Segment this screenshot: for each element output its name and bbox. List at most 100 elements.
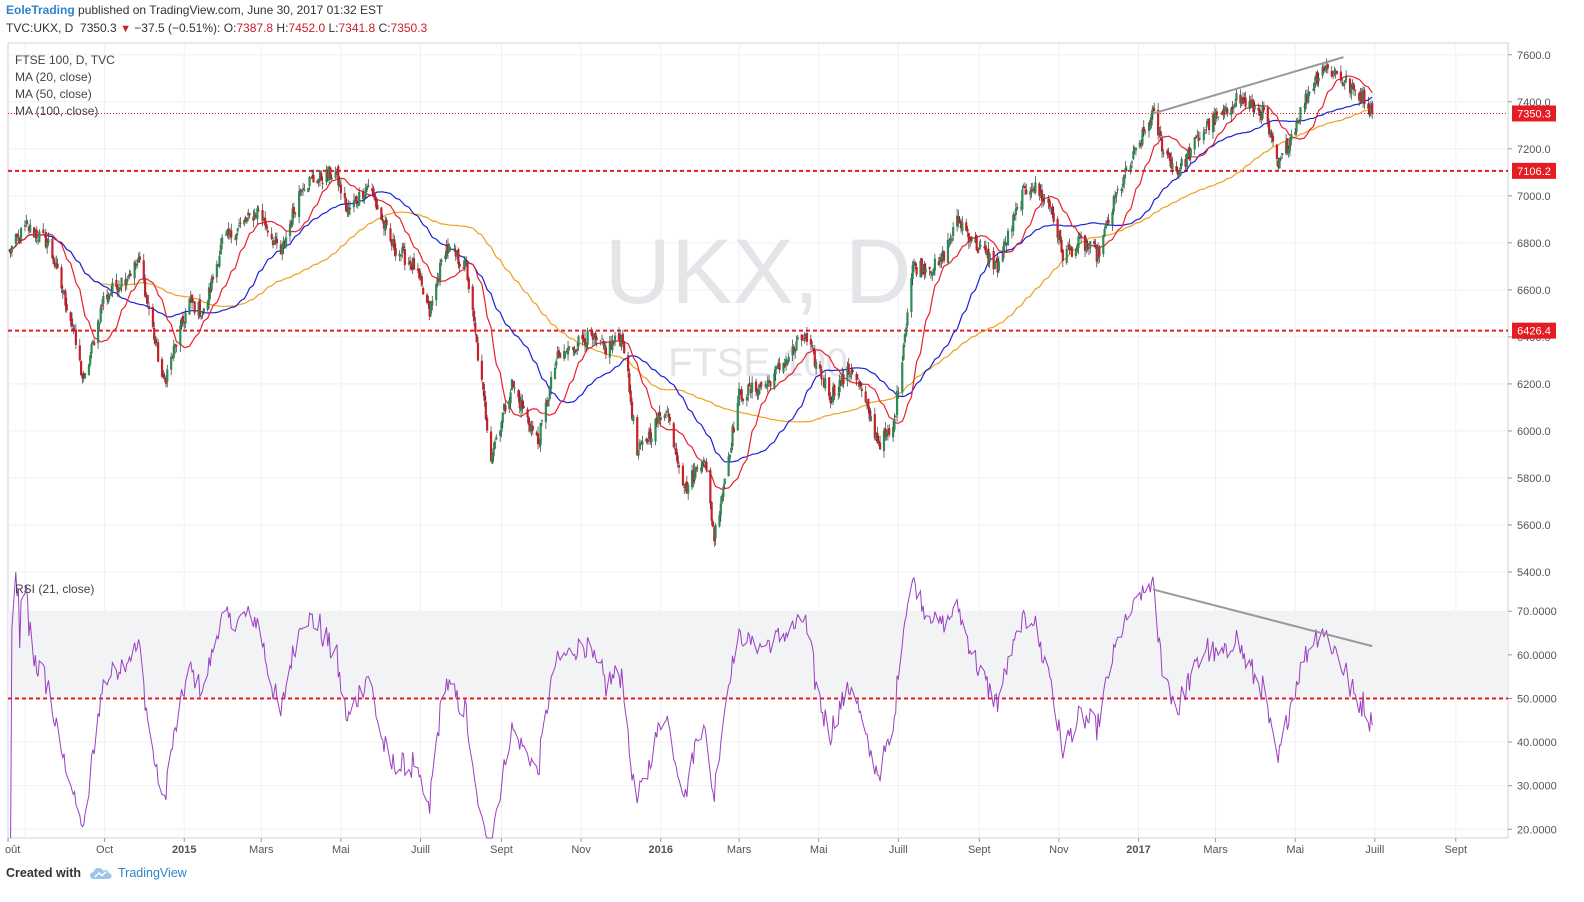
- rsi-axis[interactable]: 20.0000 30.0000 40.0000 50.0000 60.0000 70.00…: [1508, 606, 1557, 836]
- candle-body: [151, 306, 155, 327]
- candle-body: [419, 275, 422, 278]
- candle-body: [683, 486, 686, 488]
- time-axis[interactable]: oût Oct 2015 Mars Mai Juill Sept Nov 2016 Mars Mai…: [5, 838, 1467, 856]
- rsi-tick-label: 30.0000: [1517, 781, 1557, 793]
- candle-body: [741, 399, 745, 402]
- tradingview-link[interactable]: TradingView: [118, 866, 187, 880]
- candle-body: [367, 185, 370, 187]
- candle-body: [145, 294, 148, 299]
- author-link[interactable]: EoleTrading: [6, 3, 75, 17]
- candle-body: [749, 388, 752, 394]
- rsi-line[interactable]: [10, 571, 1373, 839]
- candle-body: [466, 262, 469, 281]
- candle-body: [217, 264, 220, 267]
- candle-body: [210, 278, 213, 291]
- candle-body: [612, 342, 615, 344]
- candle-body: [64, 290, 67, 306]
- candle-body: [812, 348, 815, 350]
- ma100-legend[interactable]: MA (100, close): [15, 104, 98, 118]
- candle-body: [795, 341, 798, 351]
- candle-body: [740, 389, 743, 400]
- candlesticks[interactable]: [8, 58, 1374, 547]
- candle-body: [915, 267, 918, 275]
- candle-body: [493, 441, 497, 449]
- candle-body: [518, 396, 521, 408]
- candle-body: [957, 216, 960, 223]
- candle-body: [701, 462, 704, 468]
- candle-body: [457, 249, 460, 265]
- candle-body: [654, 418, 657, 442]
- candle-body: [775, 366, 779, 369]
- candle-body: [230, 230, 233, 238]
- time-tick-label: Juill: [889, 844, 908, 856]
- open-value: 7387.8: [236, 21, 274, 35]
- candle-body: [291, 208, 294, 226]
- publish-info: EoleTrading published on TradingView.com…: [6, 3, 383, 17]
- candle-body: [458, 264, 461, 267]
- ma20-line[interactable]: [8, 75, 1373, 490]
- candle-body: [1060, 239, 1063, 253]
- horizontal-levels[interactable]: [8, 112, 1508, 700]
- candle-body: [621, 333, 624, 344]
- candle-body: [1087, 248, 1091, 250]
- trendlines[interactable]: [1152, 56, 1373, 648]
- candle-body: [751, 382, 754, 393]
- candle-body: [747, 384, 750, 396]
- candle-body: [553, 367, 557, 380]
- candle-body: [1012, 215, 1015, 232]
- candle-body: [800, 334, 803, 341]
- candle-body: [842, 374, 845, 384]
- candle-body: [754, 381, 758, 392]
- candle-body: [946, 239, 950, 264]
- candle-body: [590, 329, 593, 336]
- candle-body: [585, 344, 588, 348]
- candle-body: [869, 416, 873, 421]
- candle-body: [252, 216, 255, 221]
- candle-body: [35, 229, 38, 239]
- candle-body: [1042, 199, 1045, 202]
- price-trendline: [1152, 56, 1344, 115]
- candle-body: [420, 276, 423, 286]
- candle-body: [467, 278, 470, 290]
- candle-body: [163, 377, 166, 379]
- candle-body: [1160, 138, 1164, 152]
- candle-body: [756, 391, 759, 395]
- candle-body: [1313, 82, 1316, 89]
- rsi-trendline: [1152, 588, 1373, 648]
- candle-body: [1343, 80, 1346, 83]
- candle-body: [166, 369, 169, 382]
- candle-body: [602, 340, 605, 345]
- candle-body: [427, 301, 430, 303]
- candle-body: [1150, 113, 1153, 126]
- ma20-legend[interactable]: MA (20, close): [15, 70, 92, 84]
- candle-body: [492, 448, 495, 457]
- candle-body: [593, 334, 596, 340]
- ohlc-info: TVC:UKX, D 7350.3 ▼ −37.5 (−0.51%): O:73…: [6, 21, 427, 35]
- candle-body: [211, 276, 215, 280]
- candle-body: [1371, 103, 1374, 114]
- candle-body: [262, 217, 265, 221]
- candle-body: [940, 259, 943, 262]
- candle-body: [923, 263, 926, 275]
- candle-body: [243, 220, 246, 225]
- rsi-legend[interactable]: RSI (21, close): [15, 582, 94, 596]
- high-label: H:: [276, 21, 289, 35]
- price-axis[interactable]: 5400.05600.05800.06000.06200.06400.06600…: [1508, 50, 1551, 579]
- candle-body: [1149, 120, 1152, 126]
- ma50-legend[interactable]: MA (50, close): [15, 87, 92, 101]
- candle-body: [1334, 71, 1337, 74]
- candle-body: [1345, 76, 1348, 81]
- candle-body: [599, 340, 602, 342]
- chart-canvas[interactable]: UKX, D FTSE 100 5400.0 5600.0 5800.0 6000.0…: [0, 0, 1584, 860]
- candle-body: [640, 443, 643, 445]
- ma50-line[interactable]: [8, 96, 1373, 463]
- candle-body: [65, 304, 68, 311]
- candle-body: [510, 379, 514, 390]
- main-legend-title[interactable]: FTSE 100, D, TVC: [15, 53, 115, 67]
- candle-body: [535, 432, 538, 436]
- candle-body: [897, 392, 900, 394]
- candle-body: [44, 231, 47, 248]
- candle-body: [244, 217, 247, 222]
- candle-body: [557, 350, 561, 356]
- level-price-labels: 7350.3 7106.2 6426.4: [1512, 105, 1556, 339]
